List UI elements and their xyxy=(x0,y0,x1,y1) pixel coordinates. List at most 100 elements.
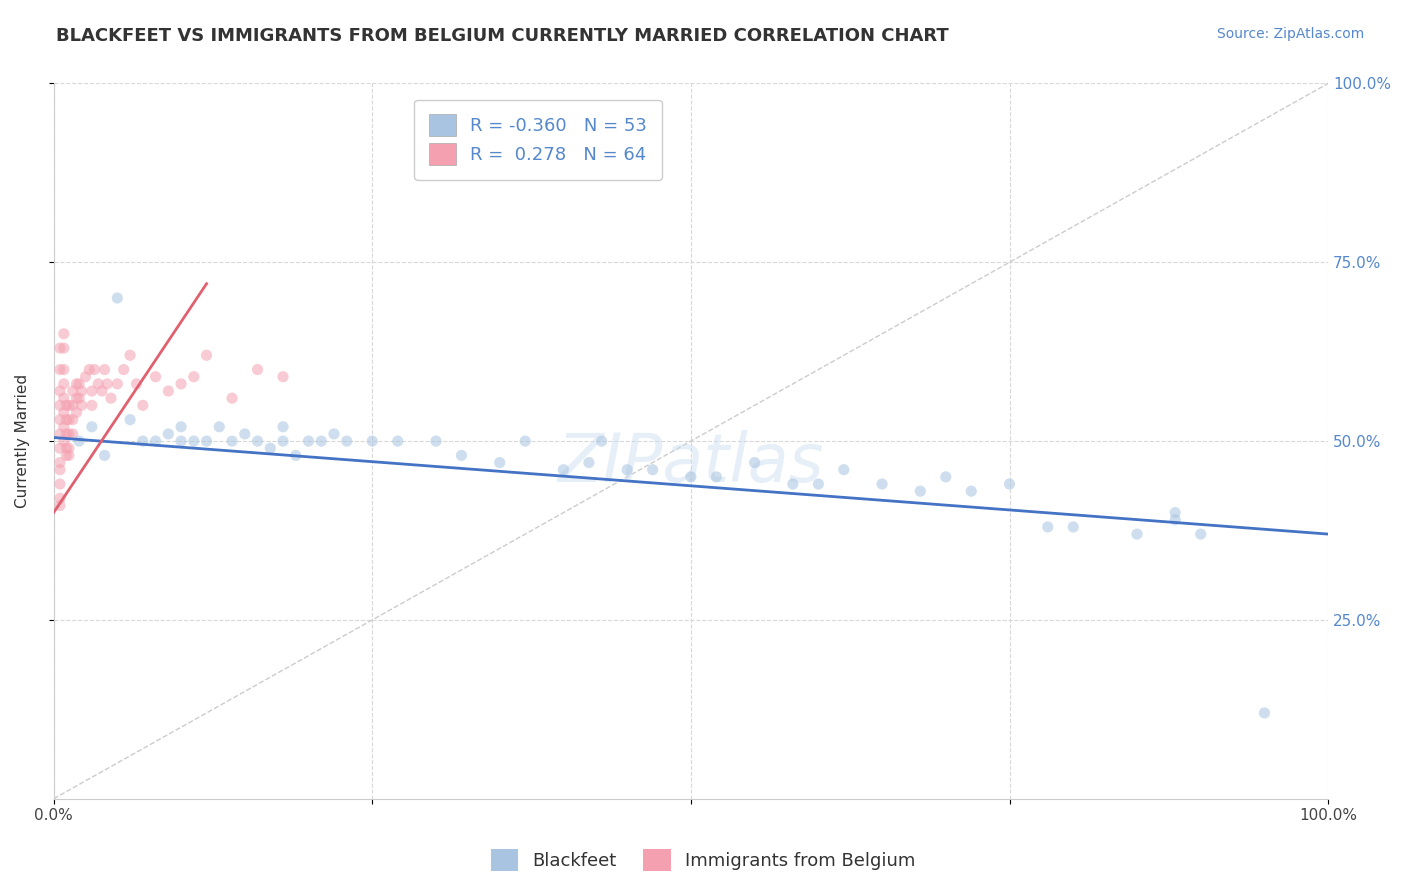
Point xyxy=(807,477,830,491)
Point xyxy=(782,477,804,491)
Point xyxy=(67,376,90,391)
Point xyxy=(62,398,84,412)
Point xyxy=(70,384,93,398)
Point xyxy=(52,341,75,355)
Point xyxy=(170,419,193,434)
Point xyxy=(52,419,75,434)
Point xyxy=(65,391,87,405)
Point xyxy=(157,384,180,398)
Point xyxy=(80,384,103,398)
Point xyxy=(105,376,128,391)
Point xyxy=(1253,706,1275,720)
Point xyxy=(488,456,510,470)
Y-axis label: Currently Married: Currently Married xyxy=(15,374,30,508)
Point xyxy=(65,376,87,391)
Point xyxy=(52,405,75,419)
Point xyxy=(58,412,80,426)
Point xyxy=(49,491,72,506)
Point xyxy=(361,434,384,449)
Point xyxy=(233,426,256,441)
Point xyxy=(271,419,294,434)
Point xyxy=(49,442,72,456)
Point xyxy=(49,456,72,470)
Point xyxy=(112,362,135,376)
Point xyxy=(1164,513,1187,527)
Point xyxy=(125,376,148,391)
Point xyxy=(387,434,409,449)
Legend: Blackfeet, Immigrants from Belgium: Blackfeet, Immigrants from Belgium xyxy=(484,842,922,879)
Point xyxy=(679,470,702,484)
Point xyxy=(49,426,72,441)
Point xyxy=(80,419,103,434)
Point xyxy=(49,499,72,513)
Point xyxy=(80,398,103,412)
Point xyxy=(58,442,80,456)
Point xyxy=(52,391,75,405)
Point xyxy=(67,391,90,405)
Point xyxy=(132,398,155,412)
Point xyxy=(87,376,110,391)
Point xyxy=(49,341,72,355)
Point xyxy=(49,463,72,477)
Point xyxy=(297,434,319,449)
Point xyxy=(221,391,243,405)
Point xyxy=(120,412,142,426)
Point xyxy=(706,470,728,484)
Point xyxy=(79,362,101,376)
Point xyxy=(450,449,472,463)
Point xyxy=(195,348,218,362)
Point xyxy=(336,434,359,449)
Point xyxy=(145,434,167,449)
Point xyxy=(55,442,77,456)
Point xyxy=(870,477,893,491)
Text: BLACKFEET VS IMMIGRANTS FROM BELGIUM CURRENTLY MARRIED CORRELATION CHART: BLACKFEET VS IMMIGRANTS FROM BELGIUM CUR… xyxy=(56,27,949,45)
Point xyxy=(49,477,72,491)
Point xyxy=(132,434,155,449)
Point xyxy=(96,376,118,391)
Point xyxy=(195,434,218,449)
Point xyxy=(55,426,77,441)
Point xyxy=(52,376,75,391)
Point xyxy=(145,369,167,384)
Legend: R = -0.360   N = 53, R =  0.278   N = 64: R = -0.360 N = 53, R = 0.278 N = 64 xyxy=(415,100,662,180)
Point xyxy=(67,434,90,449)
Point xyxy=(1062,520,1084,534)
Point xyxy=(93,449,115,463)
Point xyxy=(309,434,332,449)
Point xyxy=(284,449,307,463)
Point xyxy=(52,434,75,449)
Text: Source: ZipAtlas.com: Source: ZipAtlas.com xyxy=(1216,27,1364,41)
Point xyxy=(49,362,72,376)
Point xyxy=(246,362,269,376)
Point xyxy=(641,463,664,477)
Point xyxy=(49,384,72,398)
Point xyxy=(591,434,613,449)
Point xyxy=(75,369,97,384)
Point xyxy=(960,484,983,499)
Point xyxy=(91,384,114,398)
Point xyxy=(246,434,269,449)
Point xyxy=(271,434,294,449)
Point xyxy=(62,412,84,426)
Point xyxy=(935,470,957,484)
Point xyxy=(49,412,72,426)
Point xyxy=(83,362,105,376)
Point xyxy=(271,369,294,384)
Point xyxy=(70,398,93,412)
Point xyxy=(58,398,80,412)
Point xyxy=(170,434,193,449)
Point xyxy=(1189,527,1212,541)
Point xyxy=(65,405,87,419)
Point xyxy=(55,398,77,412)
Point xyxy=(49,398,72,412)
Point xyxy=(52,326,75,341)
Point xyxy=(93,362,115,376)
Point xyxy=(105,291,128,305)
Point xyxy=(62,384,84,398)
Point xyxy=(1036,520,1059,534)
Point xyxy=(170,376,193,391)
Point xyxy=(1126,527,1149,541)
Point xyxy=(515,434,537,449)
Point xyxy=(616,463,638,477)
Point xyxy=(55,412,77,426)
